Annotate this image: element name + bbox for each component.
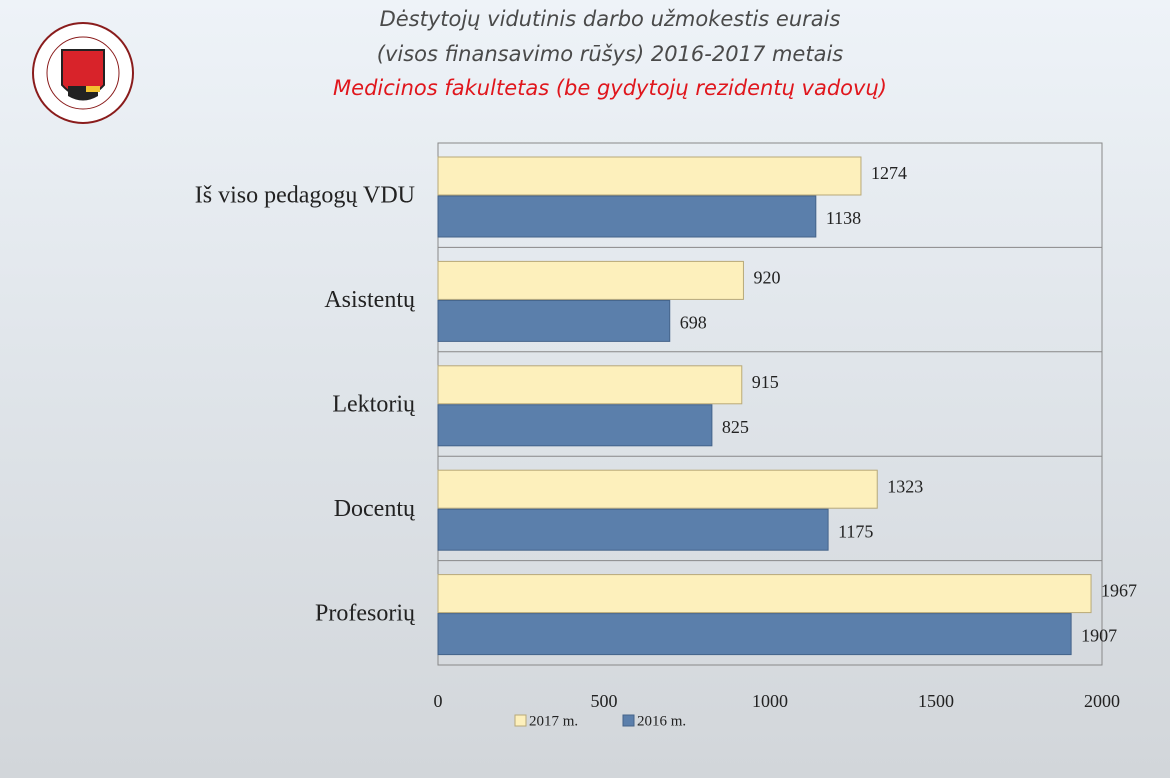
value-label: 1967 (1101, 581, 1137, 601)
chart-subtitle: (visos finansavimo rūšys) 2016-2017 meta… (377, 42, 844, 66)
x-tick-label: 1500 (918, 691, 954, 711)
value-label: 1138 (826, 208, 861, 228)
legend-swatch (514, 714, 527, 727)
bar (437, 404, 713, 447)
value-label: 915 (752, 372, 779, 392)
bar (437, 195, 817, 238)
bar (437, 299, 671, 342)
y-tick-label: Iš viso pedagogų VDU (195, 183, 415, 209)
value-label: 825 (722, 417, 749, 437)
value-label: 1274 (871, 163, 907, 183)
legend-swatch (622, 714, 635, 727)
x-tick-label: 1000 (752, 691, 788, 711)
value-label: 698 (680, 313, 707, 333)
value-label: 1323 (887, 476, 923, 496)
value-label: 1175 (838, 521, 873, 541)
y-tick-label: Profesorių (315, 600, 416, 626)
bar (437, 469, 878, 509)
y-tick-label: Docentų (334, 496, 416, 522)
chart-title: Dėstytojų vidutinis darbo užmokestis eur… (380, 7, 841, 31)
legend-label: 2017 m. (529, 713, 578, 729)
bar (437, 613, 1072, 656)
value-label: 920 (753, 268, 780, 288)
logo (32, 22, 134, 124)
value-label: 1907 (1081, 626, 1117, 646)
bar (437, 574, 1092, 614)
legend-label: 2016 m. (637, 713, 686, 729)
y-tick-label: Lektorių (332, 392, 416, 418)
bar (437, 508, 829, 551)
x-tick-label: 0 (434, 691, 443, 711)
y-tick-label: Asistentų (324, 287, 416, 313)
bar (437, 365, 743, 405)
bar (437, 260, 744, 300)
bar (437, 156, 862, 196)
x-tick-label: 500 (591, 691, 618, 711)
chart-subtitle: Medicinos fakultetas (be gydytojų rezide… (333, 76, 887, 100)
x-tick-label: 2000 (1084, 691, 1120, 711)
